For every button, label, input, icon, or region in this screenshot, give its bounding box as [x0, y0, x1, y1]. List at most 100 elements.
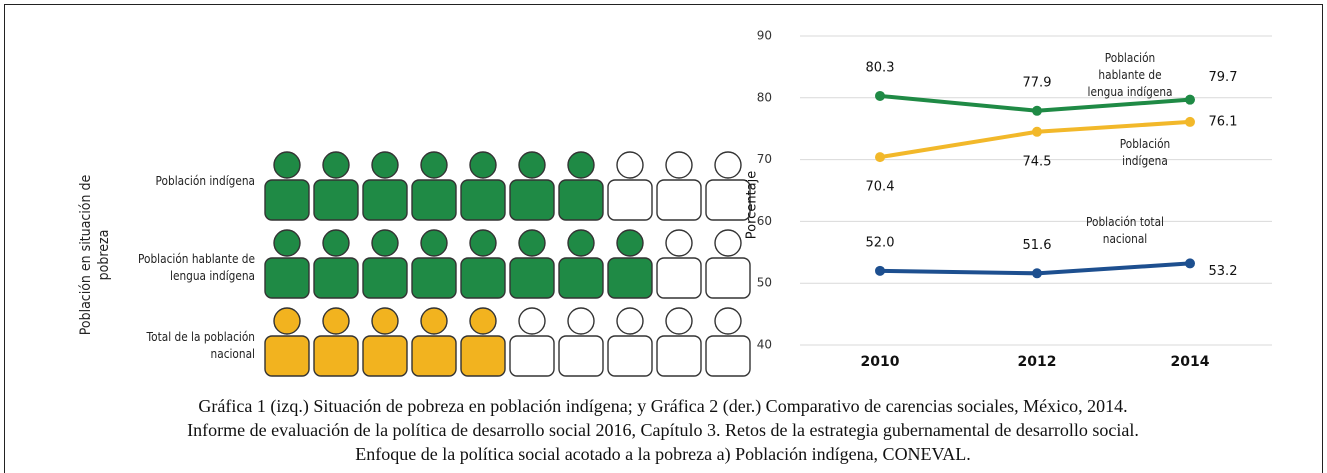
row-label: Población indígena [155, 174, 255, 188]
icon-body [313, 335, 359, 377]
x-tick-label: 2012 [1018, 354, 1057, 370]
icon-filled [460, 151, 506, 221]
y-tick-label: 70 [757, 152, 772, 166]
icon-head [714, 307, 742, 335]
icon-filled [313, 229, 359, 299]
icon-head [616, 229, 644, 257]
icon-filled [558, 229, 604, 299]
icon-head [273, 229, 301, 257]
icon-head [714, 151, 742, 179]
icon-body [705, 179, 751, 221]
icon-body [705, 257, 751, 299]
x-tick-label: 2010 [861, 354, 900, 370]
icon-head [371, 307, 399, 335]
data-label: 74.5 [1023, 154, 1052, 169]
icon-empty [656, 307, 702, 377]
data-label: 52.0 [866, 235, 895, 250]
series-name: Población total nacional [1086, 215, 1164, 246]
icon-body [264, 257, 310, 299]
data-label: 80.3 [866, 60, 895, 75]
series-name: Población indígena [1119, 137, 1171, 168]
data-point [875, 152, 885, 163]
icon-head [469, 229, 497, 257]
icon-head [322, 229, 350, 257]
icon-head [567, 307, 595, 335]
icon-head [665, 307, 693, 335]
data-label: 53.2 [1209, 264, 1238, 279]
icon-body [362, 335, 408, 377]
icon-body [656, 335, 702, 377]
icon-head [273, 307, 301, 335]
icon-empty [607, 151, 653, 221]
icon-body [558, 335, 604, 377]
icon-head [518, 151, 546, 179]
data-point [875, 90, 885, 101]
icon-body [460, 335, 506, 377]
x-tick-label: 2014 [1171, 354, 1210, 370]
icon-body [509, 335, 555, 377]
icon-head [420, 229, 448, 257]
icon-filled [607, 229, 653, 299]
y-tick-label: 50 [757, 276, 772, 290]
data-point [1032, 126, 1042, 137]
icon-filled [264, 229, 310, 299]
icon-body [460, 257, 506, 299]
icon-body [705, 335, 751, 377]
icon-body [607, 335, 653, 377]
icon-head [616, 307, 644, 335]
data-label: 51.6 [1023, 238, 1052, 253]
row-label: Total de la población nacional [146, 330, 255, 361]
data-point [1185, 258, 1195, 269]
icon-body [509, 257, 555, 299]
icon-head [714, 229, 742, 257]
icon-head [322, 151, 350, 179]
icon-body [656, 257, 702, 299]
icon-filled [362, 151, 408, 221]
icon-head [518, 307, 546, 335]
icon-head [665, 229, 693, 257]
icon-head [518, 229, 546, 257]
icon-body [362, 179, 408, 221]
y-tick-label: 90 [757, 29, 772, 43]
icon-body [411, 257, 457, 299]
icon-head [371, 229, 399, 257]
icon-empty [705, 229, 751, 299]
icon-empty [607, 307, 653, 377]
icon-body [509, 179, 555, 221]
icon-filled [362, 307, 408, 377]
y-axis-label: Población en situación de pobreza [78, 174, 112, 336]
icon-head [616, 151, 644, 179]
icon-head [420, 307, 448, 335]
y-tick-label: 80 [757, 90, 772, 104]
data-point [1032, 105, 1042, 116]
icon-head [371, 151, 399, 179]
icon-head [469, 151, 497, 179]
icon-empty [705, 151, 751, 221]
icon-head [273, 151, 301, 179]
icon-empty [656, 229, 702, 299]
caption-line: Informe de evaluación de la política de … [187, 420, 1139, 440]
icon-filled [460, 229, 506, 299]
icon-body [264, 335, 310, 377]
data-point [875, 265, 885, 276]
icon-body [362, 257, 408, 299]
icon-filled [264, 307, 310, 377]
icon-body [264, 179, 310, 221]
caption-line: Enfoque de la política social acotado a … [355, 444, 970, 465]
icon-filled [509, 151, 555, 221]
icon-head [665, 151, 693, 179]
icon-head [567, 229, 595, 257]
data-label: 79.7 [1209, 70, 1238, 85]
data-label: 77.9 [1023, 75, 1052, 90]
frame [4, 4, 1323, 473]
series-name: Población hablante de lengua indígena [1087, 51, 1173, 99]
icon-filled [313, 307, 359, 377]
icon-empty [558, 307, 604, 377]
y-tick-label: 40 [757, 338, 772, 352]
icon-filled [558, 151, 604, 221]
icon-filled [460, 307, 506, 377]
icon-filled [411, 307, 457, 377]
data-label: 70.4 [866, 180, 895, 195]
y-tick-label: 60 [757, 214, 772, 228]
